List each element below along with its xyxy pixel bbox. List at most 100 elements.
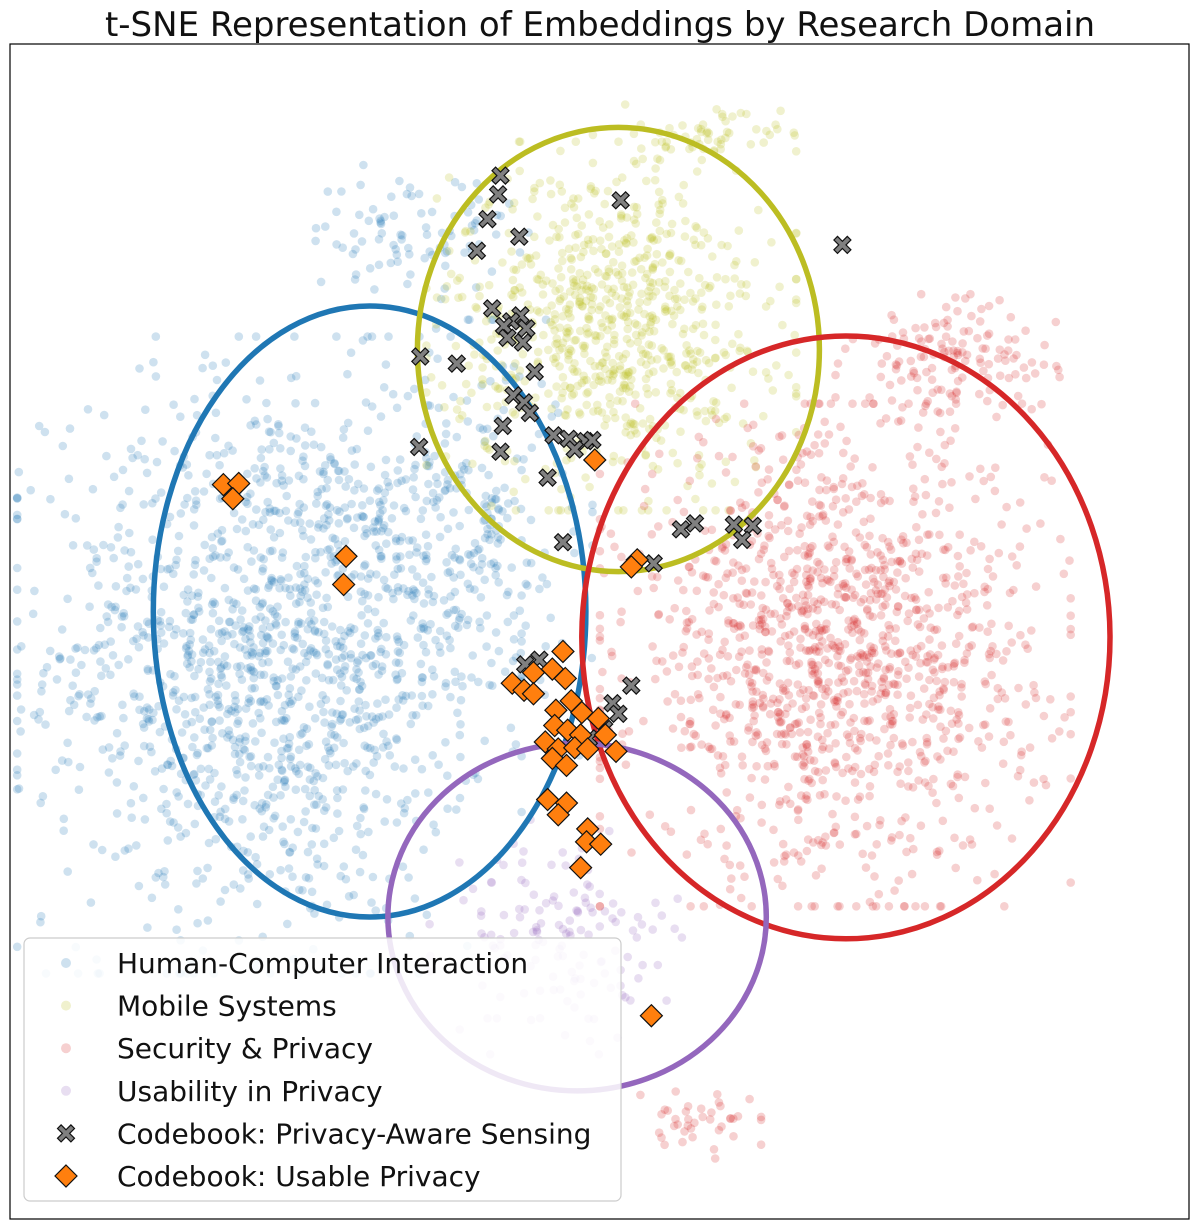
scatter-point	[968, 622, 978, 631]
scatter-point	[495, 384, 505, 393]
scatter-point	[653, 465, 663, 474]
scatter-point	[937, 339, 946, 349]
scatter-point	[151, 494, 160, 503]
scatter-point	[695, 463, 704, 473]
scatter-point	[853, 572, 863, 581]
scatter-point	[323, 661, 333, 670]
scatter-point	[698, 571, 708, 580]
scatter-point	[374, 628, 383, 638]
scatter-point	[764, 465, 774, 474]
scatter-point	[908, 650, 917, 660]
scatter-point	[908, 737, 917, 747]
scatter-point	[756, 1140, 766, 1149]
scatter-point	[308, 823, 317, 833]
scatter-point	[895, 762, 904, 771]
scatter-point	[191, 776, 201, 785]
scatter-point	[688, 297, 698, 306]
scatter-point	[764, 647, 774, 657]
scatter-point	[310, 627, 320, 636]
scatter-point	[329, 743, 339, 753]
scatter-point	[604, 267, 614, 277]
scatter-point	[736, 280, 746, 289]
scatter-point	[581, 296, 591, 306]
scatter-point	[274, 421, 283, 431]
scatter-point	[329, 551, 339, 561]
legend-item-usability-in-privacy: Usability in Privacy	[61, 1075, 383, 1108]
scatter-point	[847, 622, 856, 631]
scatter-point	[831, 393, 840, 402]
scatter-point	[677, 933, 687, 942]
scatter-point	[214, 657, 223, 667]
scatter-point	[598, 667, 607, 677]
scatter-point	[1015, 765, 1025, 775]
scatter-point	[686, 1124, 696, 1133]
scatter-point	[810, 642, 820, 652]
scatter-point	[998, 656, 1008, 665]
scatter-point	[588, 130, 598, 140]
scatter-point	[374, 545, 384, 555]
scatter-point	[239, 846, 248, 856]
scatter-point	[205, 700, 214, 710]
scatter-point	[539, 330, 548, 340]
scatter-point	[581, 473, 590, 482]
scatter-point	[428, 665, 437, 674]
scatter-point	[431, 827, 441, 837]
scatter-point	[1000, 694, 1010, 703]
scatter-point	[554, 264, 563, 273]
scatter-point	[884, 902, 894, 911]
scatter-point	[909, 844, 918, 854]
scatter-point	[188, 742, 197, 752]
scatter-point	[885, 380, 895, 390]
scatter-point	[111, 582, 121, 591]
scatter-point	[285, 847, 295, 857]
scatter-point	[429, 672, 439, 681]
scatter-point	[861, 668, 871, 678]
scatter-point	[640, 484, 650, 494]
scatter-point	[882, 593, 892, 602]
scatter-point	[111, 852, 120, 861]
scatter-point	[917, 337, 926, 346]
scatter-point	[303, 847, 313, 857]
scatter-point	[616, 214, 626, 223]
scatter-point	[685, 476, 695, 486]
scatter-point	[42, 662, 52, 672]
scatter-point	[369, 523, 378, 532]
scatter-point	[937, 664, 947, 674]
scatter-point	[403, 795, 412, 805]
scatter-point	[408, 565, 417, 574]
scatter-point	[887, 833, 897, 842]
scatter-point	[586, 292, 595, 302]
scatter-point	[482, 402, 492, 412]
scatter-point	[759, 138, 768, 147]
scatter-point	[509, 198, 519, 208]
scatter-point	[449, 605, 459, 615]
scatter-point	[619, 312, 629, 321]
scatter-point	[566, 346, 576, 356]
scatter-point	[897, 535, 906, 544]
scatter-point	[587, 305, 596, 315]
scatter-point	[892, 607, 902, 617]
scatter-point	[174, 905, 183, 914]
scatter-point	[490, 494, 500, 504]
scatter-point	[337, 672, 347, 682]
scatter-point	[885, 704, 895, 714]
scatter-point	[499, 860, 508, 870]
scatter-point	[694, 450, 704, 460]
scatter-point	[452, 805, 461, 814]
scatter-point	[932, 454, 941, 464]
scatter-point	[159, 639, 169, 648]
scatter-point	[542, 276, 551, 286]
scatter-point	[991, 463, 1000, 473]
scatter-point	[343, 513, 352, 523]
scatter-point	[685, 719, 694, 729]
scatter-point	[750, 711, 759, 720]
scatter-point	[277, 576, 286, 586]
scatter-point	[704, 629, 714, 638]
scatter-point	[630, 420, 639, 429]
scatter-point	[320, 461, 330, 470]
scatter-point	[328, 708, 337, 717]
scatter-point	[266, 427, 276, 437]
scatter-point	[312, 800, 321, 809]
codebook-diamond-marker	[551, 639, 575, 664]
scatter-point	[127, 813, 136, 822]
